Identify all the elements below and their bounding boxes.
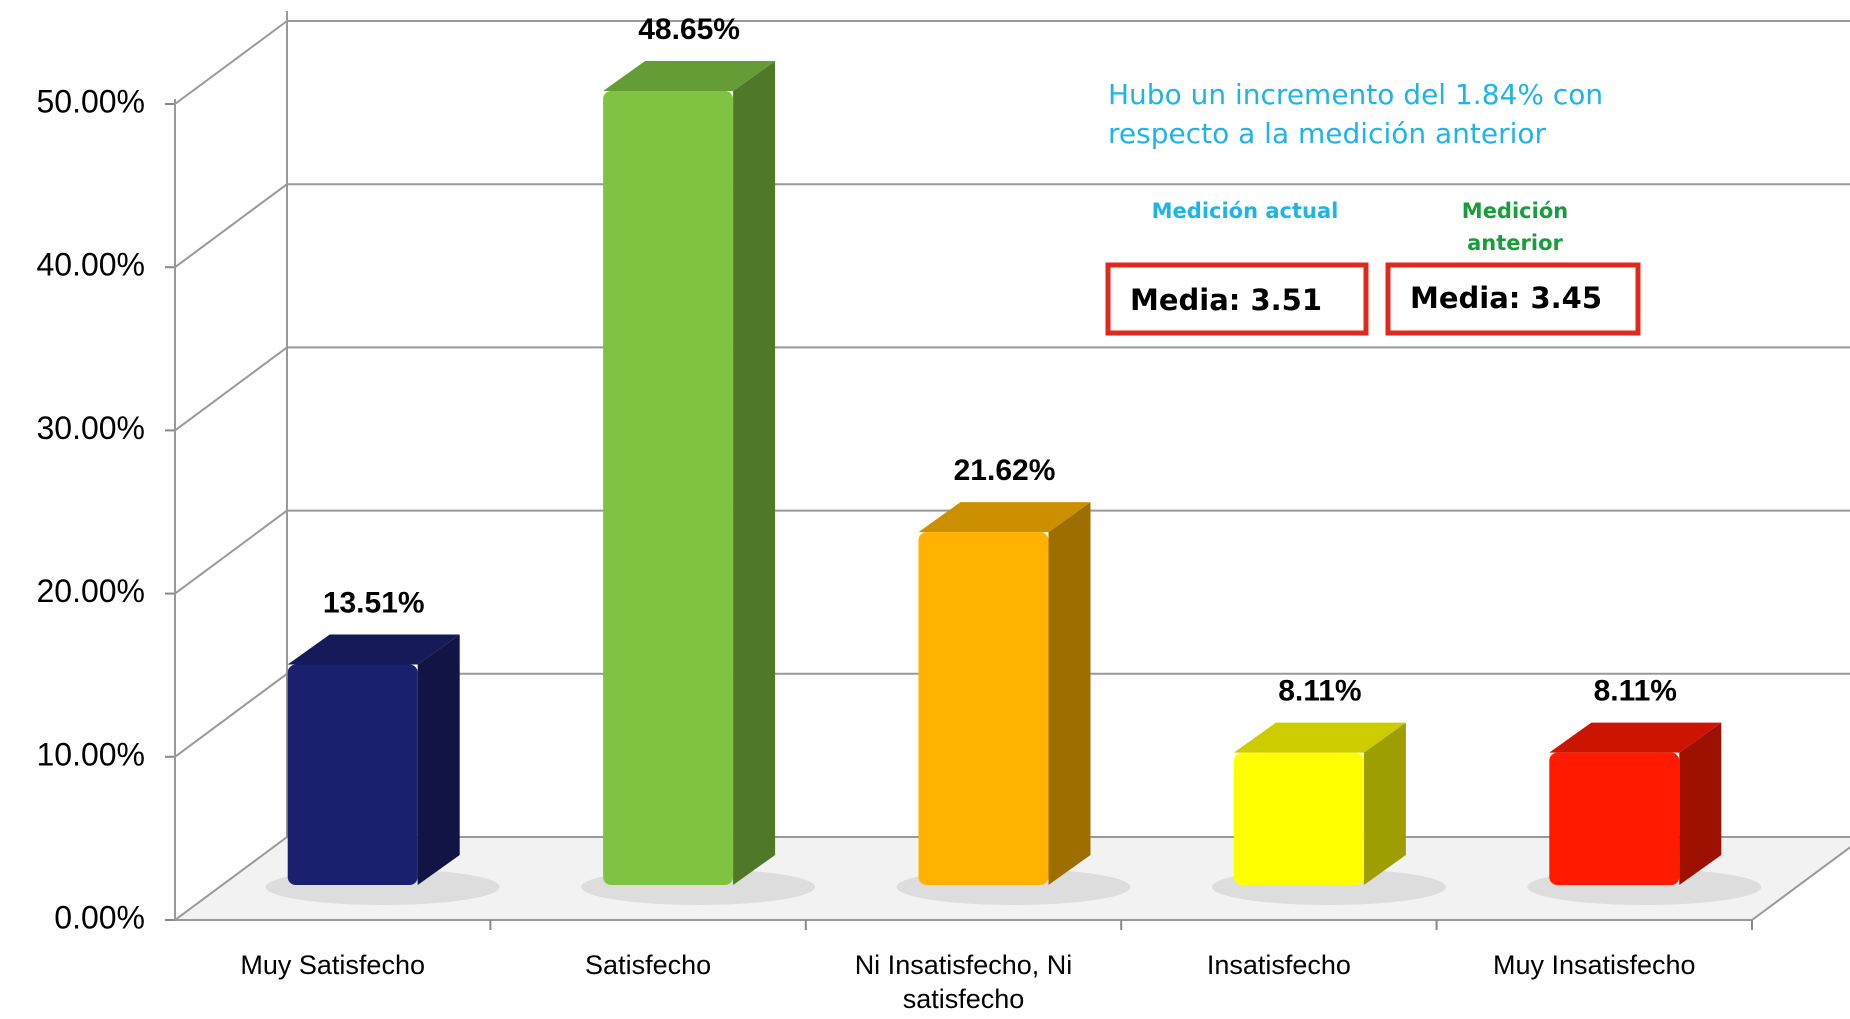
previous-media: Media: 3.45 bbox=[1410, 281, 1602, 315]
x-tick-label: Muy Satisfecho bbox=[240, 950, 425, 980]
note-line: respecto a la medición anterior bbox=[1108, 117, 1547, 150]
value-label: 8.11% bbox=[1278, 675, 1361, 708]
x-label-box: Satisfecho bbox=[585, 950, 712, 980]
current-media: Media: 3.51 bbox=[1130, 283, 1322, 317]
x-tick-label: Insatisfecho bbox=[1206, 950, 1351, 980]
floor-edge bbox=[1751, 846, 1850, 921]
y-tick-label: 10.00% bbox=[36, 736, 145, 772]
grid-diagonal bbox=[174, 346, 288, 432]
previous-label-box: Medición anterior bbox=[1461, 199, 1569, 255]
value-label: 48.65% bbox=[638, 13, 740, 46]
bar-front bbox=[918, 532, 1049, 885]
bar-top bbox=[1549, 722, 1722, 753]
y-tick-label: 30.00% bbox=[36, 410, 145, 446]
media-box bbox=[1385, 262, 1641, 336]
x-label-box: Muy Satisfecho bbox=[240, 950, 425, 980]
x-tick-label: Muy Insatisfecho bbox=[1492, 950, 1696, 980]
grid-diagonal bbox=[174, 509, 288, 595]
x-tick-label: Satisfecho bbox=[585, 950, 712, 980]
value-label: 8.11% bbox=[1594, 675, 1677, 708]
bar-side bbox=[1048, 502, 1091, 885]
bar-top bbox=[603, 61, 776, 92]
bar-side bbox=[733, 61, 776, 886]
grid-diagonal bbox=[174, 672, 288, 758]
bar bbox=[1549, 722, 1722, 885]
y-tick-label: 50.00% bbox=[36, 83, 145, 119]
grid-diagonal bbox=[174, 20, 288, 105]
bar bbox=[287, 634, 460, 885]
bar-front bbox=[1233, 752, 1364, 885]
previous-label: Medición anterior bbox=[1461, 199, 1569, 255]
y-tick-label: 0.00% bbox=[54, 899, 145, 935]
bar-side bbox=[1679, 722, 1722, 885]
grid-diagonal bbox=[174, 183, 288, 269]
bar bbox=[1233, 722, 1406, 885]
bar-top bbox=[918, 502, 1091, 533]
bar bbox=[603, 61, 776, 886]
bar-top bbox=[1233, 722, 1406, 753]
bar-front bbox=[603, 91, 734, 886]
x-label-box: Ni Insatisfecho, Ni satisfecho bbox=[854, 950, 1073, 1014]
x-label-box: Insatisfecho bbox=[1206, 950, 1351, 980]
bar-side bbox=[1363, 722, 1406, 885]
y-tick-label: 20.00% bbox=[36, 573, 145, 609]
value-label: 21.62% bbox=[954, 454, 1056, 487]
bar-side bbox=[417, 634, 460, 885]
note-line: Hubo un incremento del 1.84% con bbox=[1108, 78, 1603, 111]
bar-top bbox=[287, 634, 460, 665]
current-label-box: Medición actual bbox=[1151, 199, 1339, 223]
grid-diagonal bbox=[174, 836, 288, 921]
value-label: 13.51% bbox=[323, 586, 425, 619]
x-tick-label: Ni Insatisfecho, Ni satisfecho bbox=[854, 950, 1073, 1014]
bar-front bbox=[287, 664, 418, 885]
bar-front bbox=[1549, 752, 1680, 885]
current-label: Medición actual bbox=[1151, 199, 1339, 223]
bar bbox=[918, 502, 1091, 885]
y-tick-label: 40.00% bbox=[36, 247, 145, 283]
media-box bbox=[1105, 262, 1369, 336]
x-label-box: Muy Insatisfecho bbox=[1492, 950, 1696, 980]
